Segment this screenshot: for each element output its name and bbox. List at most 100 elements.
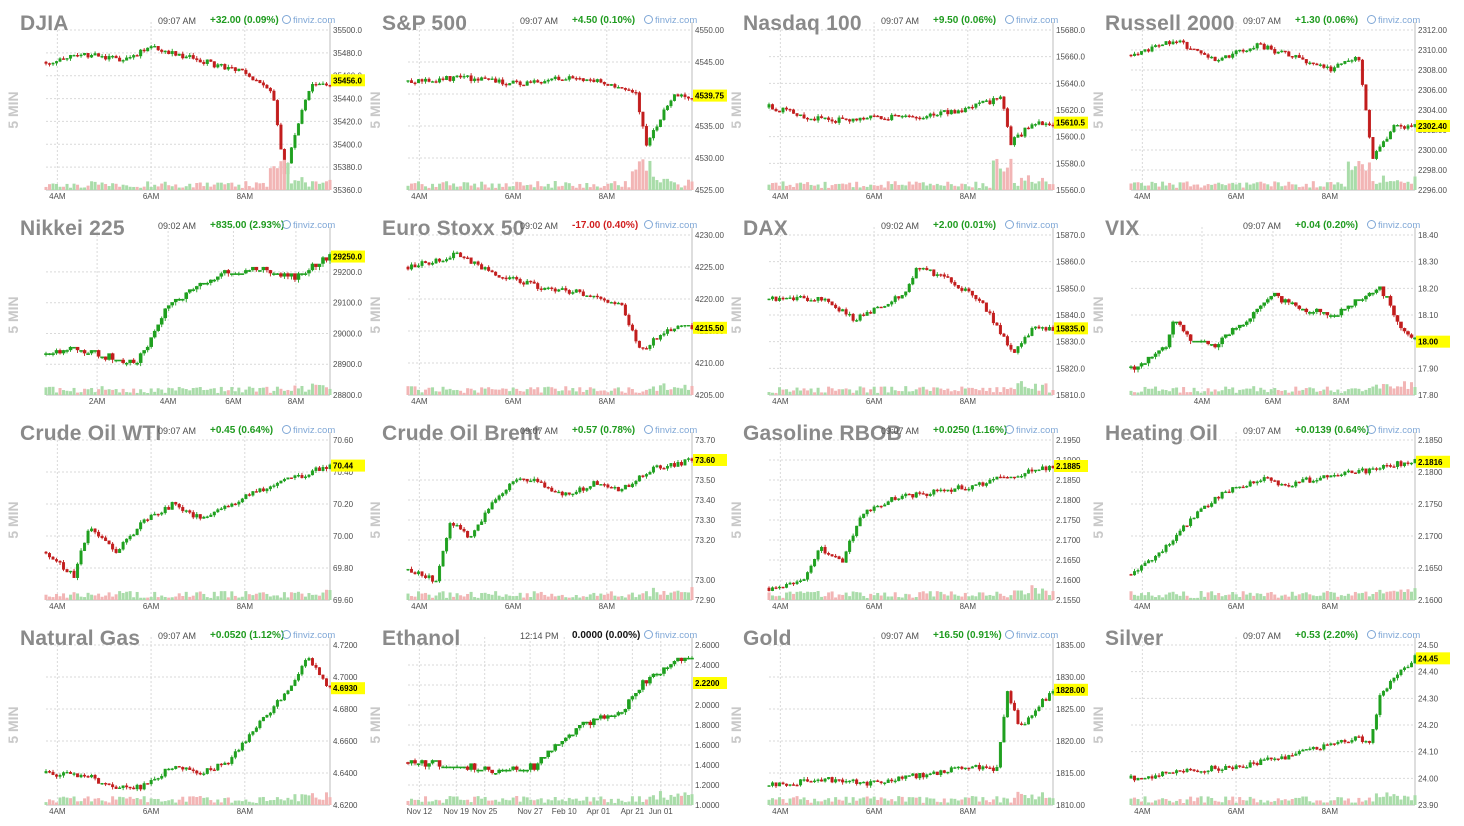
candle-body [648, 137, 652, 146]
volume-bar [1206, 184, 1210, 190]
source-link[interactable]: finviz.com [644, 220, 697, 231]
candle [623, 87, 627, 92]
chart-panel-russell-2000[interactable]: Russell 2000 09:07 AM +1.30 (0.06%) finviz.… [1085, 0, 1450, 206]
candle-body [1262, 43, 1266, 50]
chart-panel-crude-oil-brent[interactable]: Crude Oil Brent 09:07 AM +0.57 (0.78%) finv… [362, 410, 727, 616]
candle-body [441, 550, 445, 567]
candle-body [198, 59, 202, 63]
source-link[interactable]: finviz.com [644, 15, 697, 26]
candle [620, 302, 624, 306]
source-link[interactable]: finviz.com [1005, 220, 1058, 231]
candle-body [851, 535, 855, 542]
candle-body [1371, 137, 1375, 159]
volume-bar [1332, 592, 1336, 600]
candle [107, 53, 111, 62]
chart-panel-natural-gas[interactable]: Natural Gas 09:07 AM +0.0520 (1.12%) finviz… [0, 615, 365, 821]
volume-bar [876, 185, 880, 190]
volume-bar [209, 388, 213, 395]
volume-bar [890, 386, 894, 395]
volume-bar [686, 389, 690, 395]
candle-body [104, 783, 108, 785]
chart-panel-gasoline-rbob[interactable]: Gasoline RBOB 09:07 AM +0.0250 (1.16%) finv… [723, 410, 1088, 616]
finviz-globe-icon [1005, 425, 1014, 434]
candle [792, 108, 796, 114]
candle [490, 76, 494, 80]
volume-bar [410, 183, 414, 190]
source-link[interactable]: finviz.com [282, 630, 335, 641]
chart-panel-heating-oil[interactable]: Heating Oil 09:07 AM +0.0139 (0.64%) finviz… [1085, 410, 1450, 616]
chart-panel-vix[interactable]: VIX 09:07 AM +0.04 (0.20%) finviz.com 5 MIN 1… [1085, 205, 1450, 411]
candle-body [532, 478, 536, 482]
chart-panel-crude-oil-wti[interactable]: Crude Oil WTI 09:07 AM +0.45 (0.64%) finviz… [0, 410, 365, 616]
candle [1388, 294, 1393, 308]
chart-title: Natural Gas [20, 627, 141, 650]
volume-bar [960, 386, 964, 395]
x-tick-label: 8AM [237, 602, 254, 611]
source-link[interactable]: finviz.com [282, 425, 335, 436]
y-tick-label: 4220.00 [695, 295, 724, 304]
source-link[interactable]: finviz.com [644, 425, 697, 436]
candle-body [1350, 60, 1354, 62]
volume-bar [240, 596, 244, 600]
candle-body [1009, 344, 1013, 350]
candle [1374, 150, 1378, 161]
candle [953, 488, 957, 492]
candle-body [1381, 141, 1385, 148]
source-link[interactable]: finviz.com [282, 220, 335, 231]
candle [767, 298, 771, 301]
chart-panel-nikkei-225[interactable]: Nikkei 225 09:02 AM +835.00 (2.93%) finviz.… [0, 205, 365, 411]
candle-body [1269, 477, 1273, 481]
volume-bar [683, 185, 687, 190]
chart-panel-djia[interactable]: DJIA 09:07 AM +32.00 (0.09%) finviz.com 5 MI… [0, 0, 365, 206]
source-link[interactable]: finviz.com [1367, 15, 1420, 26]
candle [536, 79, 540, 83]
volume-bar [79, 187, 83, 190]
candle [504, 489, 508, 496]
volume-bar [455, 796, 459, 805]
volume-bar [132, 388, 136, 395]
source-link[interactable]: finviz.com [1005, 425, 1058, 436]
source-link[interactable]: finviz.com [282, 15, 335, 26]
candle [1353, 299, 1358, 308]
candle [823, 297, 827, 302]
x-tick-label: 2AM [89, 397, 106, 406]
candle [1237, 324, 1242, 331]
chart-panel-euro-stoxx-50[interactable]: Euro Stoxx 50 09:02 AM -17.00 (0.40%) finvi… [362, 205, 727, 411]
chart-panel-ethanol[interactable]: Ethanol 12:14 PM 0.0000 (0.00%) finviz.com 5… [362, 615, 727, 821]
candle [574, 76, 578, 81]
candle-body [424, 78, 428, 82]
candle-body [918, 267, 922, 270]
volume-bar [289, 183, 293, 190]
volume-bar [665, 389, 669, 395]
x-tick-label: 4AM [411, 192, 428, 201]
candle [462, 73, 466, 79]
candle-body [1276, 480, 1280, 486]
chart-panel-s-p-500[interactable]: S&P 500 09:07 AM +4.50 (0.10%) finviz.com 5 … [362, 0, 727, 206]
candle-body [525, 81, 529, 86]
candle [187, 289, 192, 294]
source-link[interactable]: finviz.com [644, 630, 697, 641]
candle [546, 750, 551, 759]
chart-panel-dax[interactable]: DAX 09:02 AM +2.00 (0.01%) finviz.com 5 MIN 1… [723, 205, 1088, 411]
volume-bar [802, 388, 806, 395]
volume-bar [160, 801, 164, 805]
candle-body [118, 57, 122, 62]
chart-panel-nasdaq-100[interactable]: Nasdaq 100 09:07 AM +9.50 (0.06%) finviz.co… [723, 0, 1088, 206]
candle-body [1213, 344, 1217, 348]
volume-bar [1409, 591, 1413, 600]
candle [550, 486, 554, 492]
source-link[interactable]: finviz.com [1367, 425, 1420, 436]
candle [942, 110, 946, 113]
candle-body [977, 102, 981, 104]
source-link[interactable]: finviz.com [1367, 220, 1420, 231]
volume-bar [970, 595, 974, 600]
candle-body [627, 699, 631, 709]
x-tick-label: 4AM [772, 192, 789, 201]
source-link[interactable]: finviz.com [1005, 15, 1058, 26]
candle-body [904, 291, 908, 296]
candle-body [431, 81, 435, 83]
candle [921, 267, 925, 271]
volume-bar [613, 595, 617, 600]
candle-body [427, 575, 431, 578]
candle [809, 298, 813, 302]
